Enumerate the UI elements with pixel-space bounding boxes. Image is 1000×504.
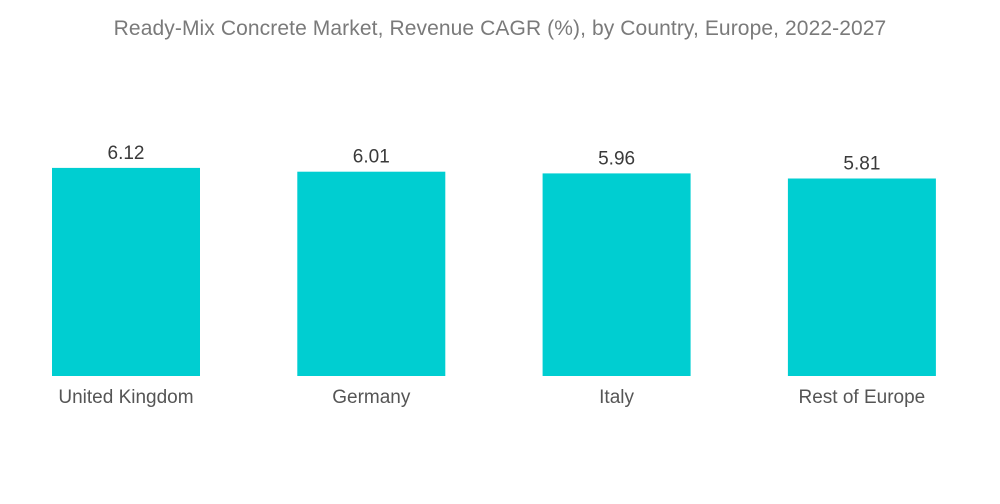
category-label-germany: Germany	[332, 387, 411, 408]
category-label-rest-of-europe: Rest of Europe	[799, 387, 926, 408]
value-label-germany: 6.01	[353, 147, 390, 168]
category-label-united-kingdom: United Kingdom	[58, 387, 193, 408]
bars-layer	[52, 167, 936, 376]
category-label-italy: Italy	[599, 387, 634, 408]
bar-italy	[542, 173, 691, 376]
chart-title: Ready-Mix Concrete Market, Revenue CAGR …	[113, 17, 887, 40]
value-label-italy: 5.96	[598, 148, 635, 169]
bar-germany	[297, 171, 446, 376]
category-labels-layer: United Kingdom Germany Italy Rest of Europe	[58, 387, 925, 408]
value-label-rest-of-europe: 5.81	[843, 154, 880, 175]
bar-united-kingdom	[52, 167, 200, 376]
value-labels-layer: 6.12 6.01 5.96 5.81	[108, 143, 881, 175]
bar-rest-of-europe	[787, 178, 936, 376]
value-label-united-kingdom: 6.12	[108, 143, 145, 164]
